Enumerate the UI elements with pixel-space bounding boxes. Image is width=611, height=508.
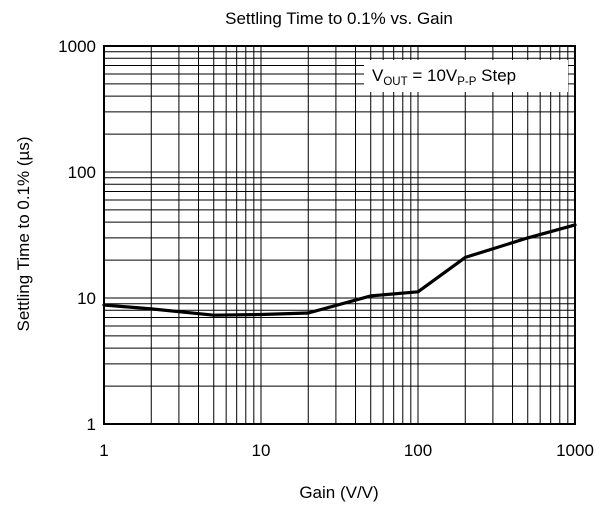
annotation-box: VOUT = 10VP-P Step [364, 60, 568, 92]
grid [104, 46, 575, 424]
data-series [102, 223, 577, 317]
y-tick-label: 100 [68, 163, 96, 182]
x-tick-label: 10 [252, 441, 271, 460]
x-tick-label: 1 [99, 441, 108, 460]
y-tick-label: 1 [87, 415, 96, 434]
x-tick-label: 100 [404, 441, 432, 460]
series-line [102, 223, 577, 317]
x-tick-label: 1000 [556, 441, 594, 460]
chart-title: Settling Time to 0.1% vs. Gain [225, 9, 453, 28]
x-axis-title: Gain (V/V) [299, 483, 378, 502]
y-tick-label: 10 [77, 289, 96, 308]
y-tick-labels: 1 10 100 1000 [58, 37, 96, 434]
y-tick-label: 1000 [58, 37, 96, 56]
annotation-text: VOUT = 10VP-P Step [372, 66, 516, 88]
plot-frame [103, 45, 576, 425]
y-axis-title: Settling Time to 0.1% (µs) [14, 137, 33, 332]
x-tick-labels: 1 10 100 1000 [99, 441, 594, 460]
